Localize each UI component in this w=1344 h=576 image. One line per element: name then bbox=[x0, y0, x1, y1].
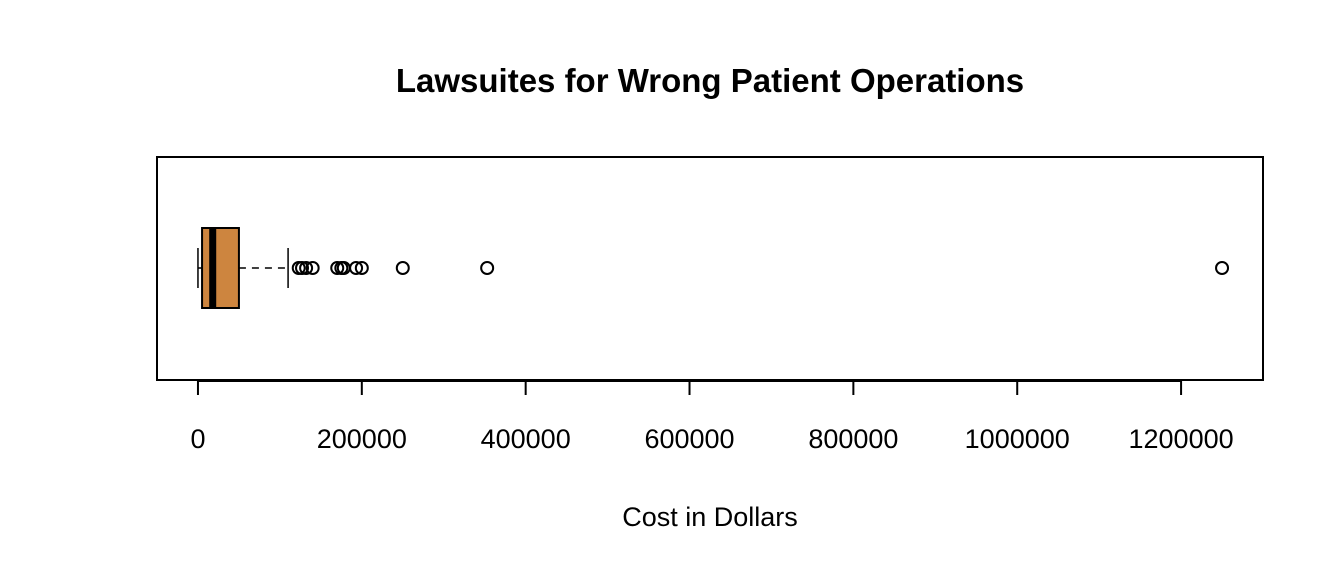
x-tick-label: 1000000 bbox=[965, 424, 1070, 454]
x-tick-label: 600000 bbox=[644, 424, 734, 454]
outlier-point bbox=[1215, 261, 1230, 275]
outlier-point bbox=[349, 261, 364, 275]
outliers bbox=[291, 261, 1230, 275]
outlier-point bbox=[354, 261, 369, 275]
x-tick-label: 800000 bbox=[808, 424, 898, 454]
outlier-point bbox=[480, 261, 495, 275]
outlier-point bbox=[395, 261, 410, 275]
x-axis-label: Cost in Dollars bbox=[622, 502, 798, 532]
outlier-point bbox=[299, 261, 314, 275]
x-tick-label: 0 bbox=[190, 424, 205, 454]
x-axis: 0 200000 400000 600000 800000 1000000 1200000 bbox=[190, 380, 1234, 454]
x-tick-label: 200000 bbox=[317, 424, 407, 454]
x-tick-label: 1200000 bbox=[1129, 424, 1234, 454]
outlier-point bbox=[295, 261, 310, 275]
iqr-box bbox=[201, 227, 240, 309]
outlier-point bbox=[305, 261, 320, 275]
boxplot bbox=[197, 227, 289, 309]
chart-title: Lawsuites for Wrong Patient Operations bbox=[396, 62, 1024, 99]
outlier-point bbox=[330, 261, 345, 275]
x-tick-label: 400000 bbox=[481, 424, 571, 454]
plot-frame bbox=[156, 156, 1264, 381]
